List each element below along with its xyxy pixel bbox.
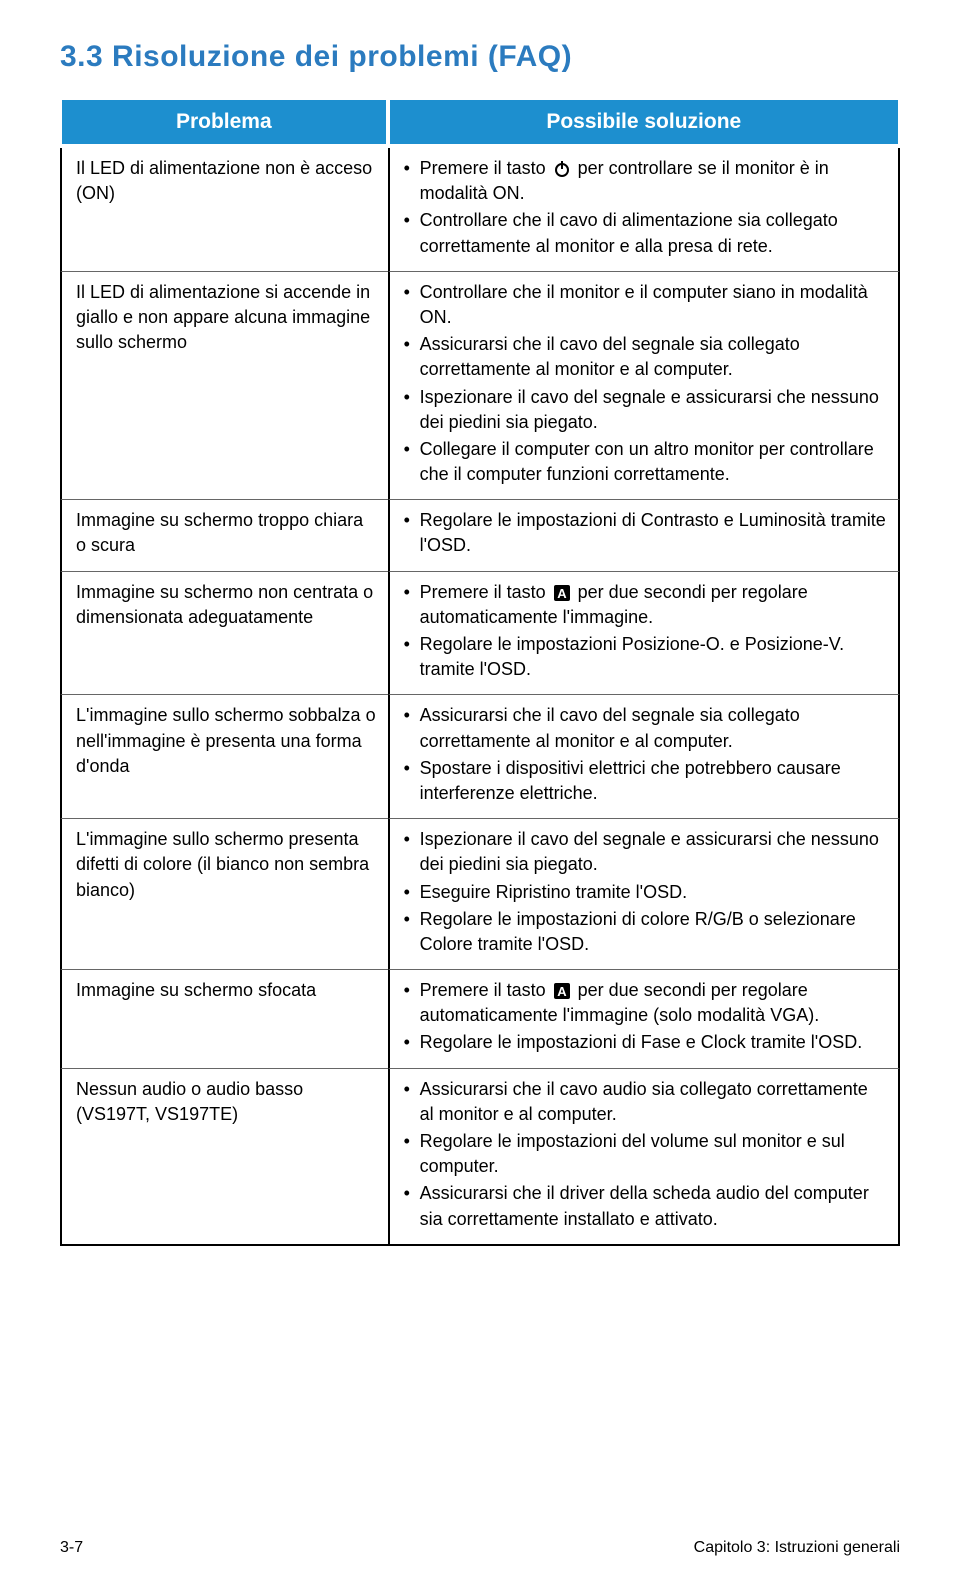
problem-cell: L'immagine sullo schermo sobbalza o nell… xyxy=(60,695,388,819)
solution-item: Assicurarsi che il driver della scheda a… xyxy=(404,1181,886,1231)
solution-item: Ispezionare il cavo del segnale e assicu… xyxy=(404,385,886,435)
faq-table: Problema Possibile soluzione Il LED di a… xyxy=(60,98,900,1246)
solution-item: Regolare le impostazioni di colore R/G/B… xyxy=(404,907,886,957)
auto-icon: A xyxy=(553,982,571,1000)
solution-item: Controllare che il monitor e il computer… xyxy=(404,280,886,330)
solution-item: Premere il tasto A per due secondi per r… xyxy=(404,978,886,1028)
solution-cell: Controllare che il monitor e il computer… xyxy=(388,272,900,501)
table-row: Il LED di alimentazione non è acceso (ON… xyxy=(60,148,900,272)
solution-cell: Regolare le impostazioni di Contrasto e … xyxy=(388,500,900,571)
solution-cell: Assicurarsi che il cavo del segnale sia … xyxy=(388,695,900,819)
page-footer: 3-7 Capitolo 3: Istruzioni generali xyxy=(60,1539,900,1557)
solution-item: Eseguire Ripristino tramite l'OSD. xyxy=(404,880,886,905)
col-header-solution: Possibile soluzione xyxy=(388,98,900,148)
table-row: Nessun audio o audio basso (VS197T, VS19… xyxy=(60,1069,900,1246)
power-icon xyxy=(553,160,571,178)
page-number: 3-7 xyxy=(60,1539,83,1557)
solution-cell: Premere il tasto A per due secondi per r… xyxy=(388,970,900,1069)
problem-cell: Il LED di alimentazione si accende in gi… xyxy=(60,272,388,501)
table-row: L'immagine sullo schermo sobbalza o nell… xyxy=(60,695,900,819)
solution-item: Regolare le impostazioni di Contrasto e … xyxy=(404,508,886,558)
solution-cell: Assicurarsi che il cavo audio sia colleg… xyxy=(388,1069,900,1246)
problem-cell: Immagine su schermo non centrata o dimen… xyxy=(60,572,388,696)
table-row: Immagine su schermo troppo chiara o scur… xyxy=(60,500,900,571)
solution-item: Regolare le impostazioni Posizione-O. e … xyxy=(404,632,886,682)
solution-cell: Premere il tasto A per due secondi per r… xyxy=(388,572,900,696)
problem-cell: Nessun audio o audio basso (VS197T, VS19… xyxy=(60,1069,388,1246)
solution-item: Assicurarsi che il cavo del segnale sia … xyxy=(404,703,886,753)
table-row: Immagine su schermo non centrata o dimen… xyxy=(60,572,900,696)
solution-item: Ispezionare il cavo del segnale e assicu… xyxy=(404,827,886,877)
solution-item: Premere il tasto per controllare se il m… xyxy=(404,156,886,206)
solution-item: Regolare le impostazioni del volume sul … xyxy=(404,1129,886,1179)
table-row: Immagine su schermo sfocata Premere il ta… xyxy=(60,970,900,1069)
solution-item: Assicurarsi che il cavo del segnale sia … xyxy=(404,332,886,382)
solution-item: Spostare i dispositivi elettrici che pot… xyxy=(404,756,886,806)
problem-cell: Immagine su schermo troppo chiara o scur… xyxy=(60,500,388,571)
solution-item: Premere il tasto A per due secondi per r… xyxy=(404,580,886,630)
page-title: 3.3 Risoluzione dei problemi (FAQ) xyxy=(60,40,900,74)
solution-cell: Ispezionare il cavo del segnale e assicu… xyxy=(388,819,900,970)
svg-text:A: A xyxy=(557,984,567,999)
solution-item: Regolare le impostazioni di Fase e Clock… xyxy=(404,1030,886,1055)
problem-cell: Immagine su schermo sfocata xyxy=(60,970,388,1069)
problem-cell: Il LED di alimentazione non è acceso (ON… xyxy=(60,148,388,272)
auto-icon: A xyxy=(553,584,571,602)
problem-cell: L'immagine sullo schermo presenta difett… xyxy=(60,819,388,970)
col-header-problem: Problema xyxy=(60,98,388,148)
solution-cell: Premere il tasto per controllare se il m… xyxy=(388,148,900,272)
table-row: L'immagine sullo schermo presenta difett… xyxy=(60,819,900,970)
chapter-label: Capitolo 3: Istruzioni generali xyxy=(694,1539,900,1557)
solution-item: Collegare il computer con un altro monit… xyxy=(404,437,886,487)
svg-text:A: A xyxy=(557,586,567,601)
table-row: Il LED di alimentazione si accende in gi… xyxy=(60,272,900,501)
solution-item: Controllare che il cavo di alimentazione… xyxy=(404,208,886,258)
solution-item: Assicurarsi che il cavo audio sia colleg… xyxy=(404,1077,886,1127)
